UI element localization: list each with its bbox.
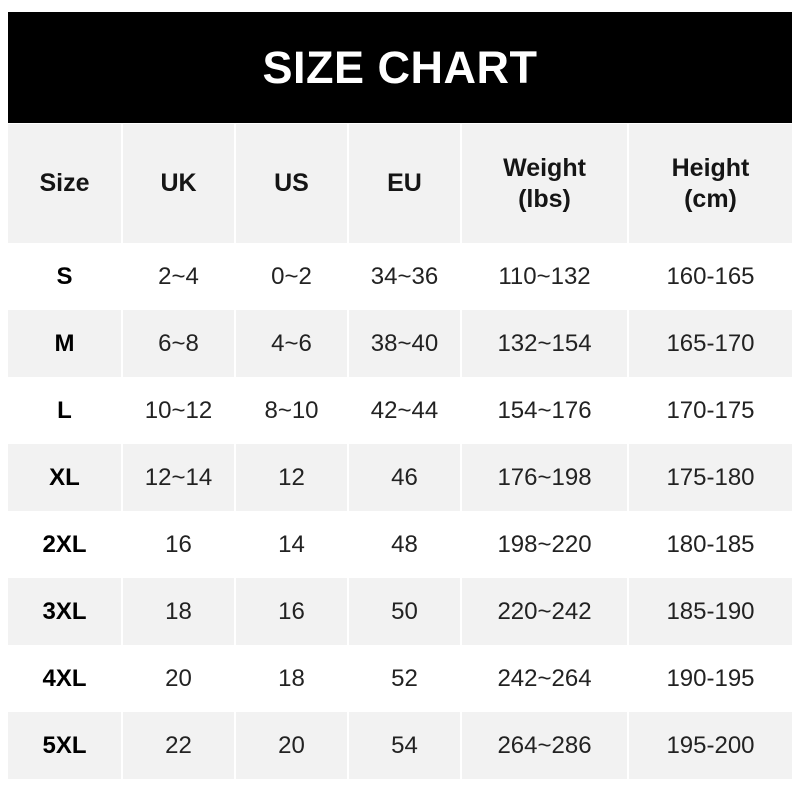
column-header-eu-label: EU <box>387 169 422 198</box>
cell-eu: 38~40 <box>348 310 462 377</box>
cell-eu: 42~44 <box>348 377 462 444</box>
cell-height: 175-180 <box>666 463 755 491</box>
cell-eu: 34~36 <box>348 243 462 310</box>
cell-weight: 176~198 <box>461 444 629 511</box>
table-header-row: Size UK US EU Weight (lbs) <box>8 124 792 243</box>
column-header-uk: UK <box>122 124 236 243</box>
cell-weight: 242~264 <box>461 645 629 712</box>
column-header-us-label: US <box>274 169 309 198</box>
size-chart-table-wrapper: Size UK US EU Weight (lbs) <box>8 124 792 779</box>
table-row: S 2~4 0~2 34~36 110~132 160-165 <box>8 243 792 310</box>
cell-size: 4XL <box>8 645 123 712</box>
cell-us: 12 <box>235 444 349 511</box>
table-row: 4XL 20 18 52 242~264 190-195 <box>8 645 792 712</box>
cell-eu: 54 <box>348 712 462 779</box>
table-body: S 2~4 0~2 34~36 110~132 160-165 M 6~8 4~… <box>8 243 792 779</box>
cell-height: 160-165 <box>666 262 755 290</box>
table-row: L 10~12 8~10 42~44 154~176 170-175 <box>8 377 792 444</box>
cell-uk: 10~12 <box>122 377 236 444</box>
table-row: 3XL 18 16 50 220~242 185-190 <box>8 578 792 645</box>
cell-weight: 220~242 <box>461 578 629 645</box>
cell-us: 4~6 <box>235 310 349 377</box>
column-header-weight: Weight (lbs) <box>461 124 629 243</box>
cell-height: 170-175 <box>666 396 755 424</box>
cell-eu: 48 <box>348 511 462 578</box>
cell-uk: 2~4 <box>122 243 236 310</box>
cell-us: 20 <box>235 712 349 779</box>
cell-uk: 20 <box>122 645 236 712</box>
column-header-us: US <box>235 124 349 243</box>
cell-eu: 52 <box>348 645 462 712</box>
size-chart-table: Size UK US EU Weight (lbs) <box>8 124 792 779</box>
cell-us: 18 <box>235 645 349 712</box>
column-header-eu: EU <box>348 124 462 243</box>
cell-us: 16 <box>235 578 349 645</box>
cell-size: L <box>8 377 123 444</box>
cell-weight: 132~154 <box>461 310 629 377</box>
cell-uk: 12~14 <box>122 444 236 511</box>
cell-uk: 18 <box>122 578 236 645</box>
cell-us: 8~10 <box>235 377 349 444</box>
cell-uk: 16 <box>122 511 236 578</box>
table-row: 2XL 16 14 48 198~220 180-185 <box>8 511 792 578</box>
cell-weight: 154~176 <box>461 377 629 444</box>
cell-size: 2XL <box>8 511 123 578</box>
cell-eu: 50 <box>348 578 462 645</box>
cell-height: 190-195 <box>666 664 755 692</box>
cell-size: S <box>8 243 123 310</box>
cell-size: 3XL <box>8 578 123 645</box>
table-row: M 6~8 4~6 38~40 132~154 165-170 <box>8 310 792 377</box>
cell-size: XL <box>8 444 123 511</box>
table-row: 5XL 22 20 54 264~286 195-200 <box>8 712 792 779</box>
cell-uk: 22 <box>122 712 236 779</box>
column-header-size-label: Size <box>39 169 90 198</box>
column-header-height-label: Height <box>671 154 750 182</box>
cell-uk: 6~8 <box>122 310 236 377</box>
cell-height: 185-190 <box>666 597 755 625</box>
page-title: SIZE CHART <box>262 42 538 93</box>
cell-us: 14 <box>235 511 349 578</box>
cell-weight: 264~286 <box>461 712 629 779</box>
column-header-weight-label: Weight <box>503 154 586 182</box>
cell-us: 0~2 <box>235 243 349 310</box>
column-header-size: Size <box>8 124 123 243</box>
cell-height: 195-200 <box>666 731 755 759</box>
table-row: XL 12~14 12 46 176~198 175-180 <box>8 444 792 511</box>
cell-eu: 46 <box>348 444 462 511</box>
chart-title-banner: SIZE CHART <box>8 12 792 123</box>
column-header-weight-unit: (lbs) <box>518 184 571 213</box>
column-header-uk-label: UK <box>160 169 197 198</box>
cell-weight: 110~132 <box>461 243 629 310</box>
table-header: Size UK US EU Weight (lbs) <box>8 124 792 243</box>
cell-height: 165-170 <box>666 329 755 357</box>
cell-weight: 198~220 <box>461 511 629 578</box>
column-header-height-unit: (cm) <box>684 184 737 213</box>
cell-height: 180-185 <box>666 530 755 558</box>
cell-size: M <box>8 310 123 377</box>
cell-size: 5XL <box>8 712 123 779</box>
column-header-height: Height (cm) <box>628 124 792 243</box>
